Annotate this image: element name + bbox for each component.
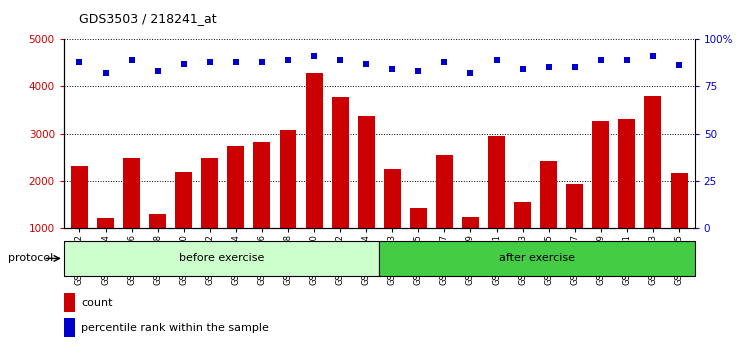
Bar: [254, 142, 270, 276]
Bar: [671, 173, 687, 276]
Point: [282, 57, 294, 63]
Point: [386, 67, 398, 72]
Text: protocol: protocol: [8, 253, 53, 263]
Bar: [462, 217, 479, 276]
Point: [308, 53, 320, 59]
Text: after exercise: after exercise: [499, 253, 575, 263]
Bar: [514, 202, 531, 276]
Text: count: count: [82, 298, 113, 308]
Bar: [201, 158, 219, 276]
Text: before exercise: before exercise: [179, 253, 264, 263]
Point: [360, 61, 372, 67]
Point: [74, 59, 86, 64]
Bar: [149, 214, 166, 276]
Text: GDS3503 / 218241_at: GDS3503 / 218241_at: [79, 12, 216, 25]
Bar: [357, 116, 375, 276]
Point: [256, 59, 268, 64]
Bar: [97, 218, 114, 276]
Point: [647, 53, 659, 59]
Point: [569, 64, 581, 70]
Point: [439, 59, 451, 64]
Bar: [71, 166, 88, 276]
Point: [543, 64, 555, 70]
Point: [100, 70, 112, 76]
Bar: [279, 130, 297, 276]
Text: percentile rank within the sample: percentile rank within the sample: [82, 322, 270, 333]
Point: [412, 68, 424, 74]
Point: [230, 59, 242, 64]
Bar: [540, 161, 557, 276]
Bar: [306, 73, 323, 276]
Point: [125, 57, 137, 63]
Point: [517, 67, 529, 72]
Bar: [644, 96, 662, 276]
Point: [334, 57, 346, 63]
Point: [673, 63, 685, 68]
Bar: [436, 155, 453, 276]
Point: [490, 57, 502, 63]
Bar: [566, 184, 584, 276]
Point: [178, 61, 190, 67]
Bar: [123, 158, 140, 276]
Bar: [64, 318, 75, 337]
Bar: [618, 119, 635, 276]
Point: [152, 68, 164, 74]
Bar: [379, 241, 695, 276]
Point: [204, 59, 216, 64]
Bar: [384, 169, 401, 276]
Bar: [175, 171, 192, 276]
Point: [595, 57, 607, 63]
Bar: [228, 147, 244, 276]
Point: [464, 70, 476, 76]
Bar: [332, 97, 348, 276]
Bar: [64, 293, 75, 312]
Point: [621, 57, 633, 63]
Bar: [593, 121, 609, 276]
Bar: [64, 241, 379, 276]
Bar: [488, 136, 505, 276]
Bar: [410, 209, 427, 276]
